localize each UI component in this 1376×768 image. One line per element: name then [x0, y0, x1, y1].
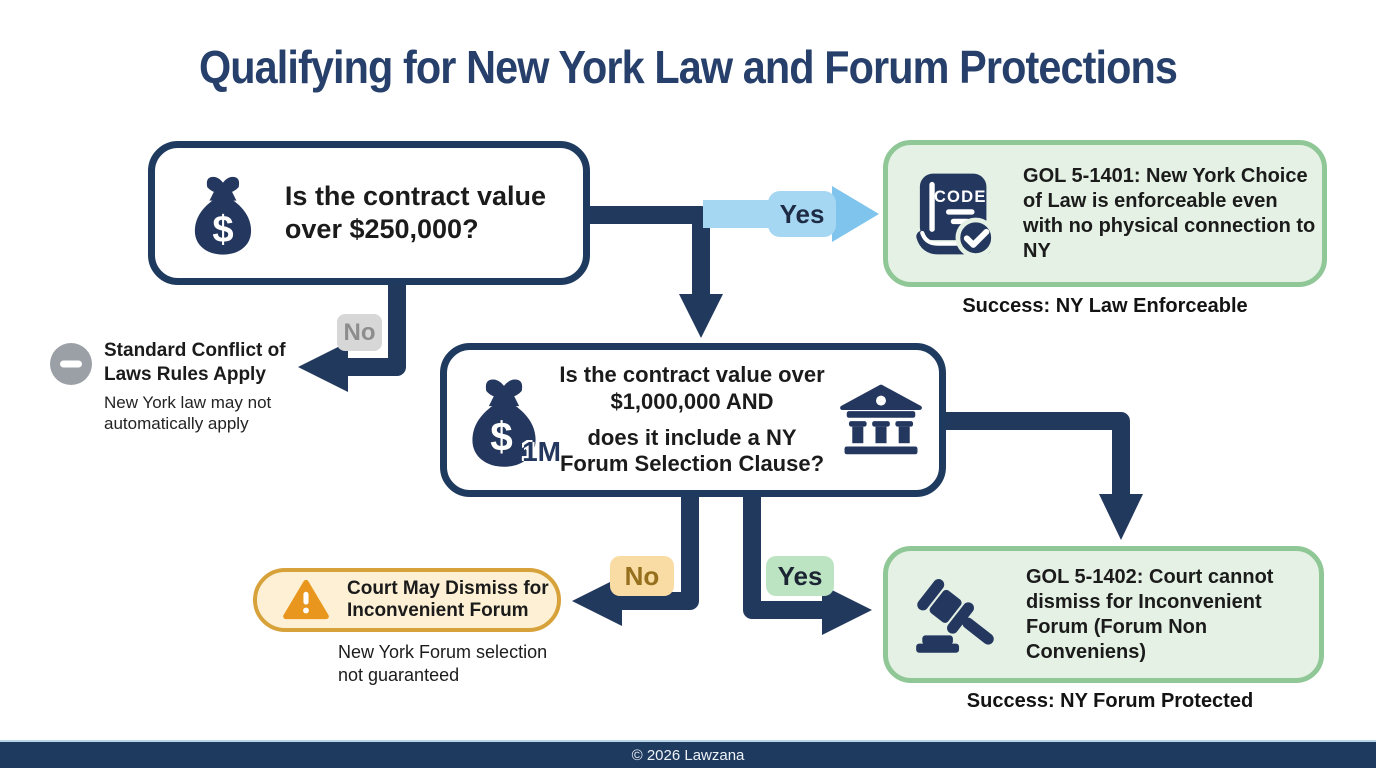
courthouse-bank-icon: [840, 384, 922, 455]
arrowhead-down-green2: [1099, 494, 1143, 540]
outcome-box-gol-5-1401: CODE GOL 5-1401: New York Choice of Law …: [883, 140, 1327, 287]
minus-circle-icon: [49, 342, 93, 386]
conflict-title-line2: Laws Rules Apply: [104, 364, 266, 386]
decision2-question: Is the contract value over $1,000,000 AN…: [551, 362, 833, 478]
gol-5-1402-text: GOL 5-1402: Court cannot dismiss for Inc…: [1026, 565, 1274, 663]
arrowhead-no2: [572, 576, 622, 626]
warning-triangle-icon: [283, 579, 329, 620]
yes-label-1: Yes: [768, 191, 836, 237]
connector-no1: [346, 282, 406, 376]
arrowhead-yes1: [832, 186, 879, 242]
dismiss-sub-line2: not guaranteed: [338, 665, 460, 686]
dismiss-title-line2: Inconvenient Forum: [347, 600, 529, 621]
success-law-label: Success: NY Law Enforceable: [962, 295, 1248, 317]
decision-box-contract-1m-forum: $ 1M Is the contract value over $1,000,0…: [440, 343, 946, 497]
page-title: Qualifying for New York Law and Forum Pr…: [198, 41, 1178, 93]
outcome-box-court-dismiss: Court May Dismiss for Inconvenient Forum: [253, 568, 561, 632]
arrowhead-down-decision2: [679, 294, 723, 338]
standard-conflict-title: Standard Conflict of Laws Rules Apply: [104, 339, 324, 388]
decision1-question: Is the contract value over $250,000?: [284, 181, 547, 244]
conflict-title-line1: Standard Conflict of: [104, 340, 286, 361]
law-code-book-icon: CODE: [916, 173, 996, 258]
gol-5-1401-text: GOL 5-1401: New York Choice of Law is en…: [1023, 164, 1316, 262]
dismiss-title: Court May Dismiss for Inconvenient Forum: [347, 578, 549, 623]
no-label-2: No: [610, 556, 674, 596]
one-million-tag: 1M: [522, 436, 561, 467]
conflict-sub-line2: automatically apply: [104, 414, 249, 434]
success-forum-label: Success: NY Forum Protected: [966, 690, 1254, 712]
no-label-1: No: [337, 314, 382, 351]
dollar-glyph: $: [212, 208, 233, 251]
money-bag-icon: $: [194, 176, 252, 255]
money-bag-1m-icon: $ 1M: [463, 372, 561, 468]
decision2-question-part1: Is the contract value over $1,000,000 AN…: [559, 361, 825, 414]
dollar-glyph: $: [490, 413, 512, 459]
decision-box-contract-250k: $ Is the contract value over $250,000?: [148, 141, 590, 285]
copyright-text: © 2026 Lawzana: [631, 746, 745, 764]
outcome-box-gol-5-1402: GOL 5-1402: Court cannot dismiss for Inc…: [883, 546, 1324, 683]
dismiss-sub-line1: New York Forum selection: [338, 642, 548, 662]
yes-label-2: Yes: [766, 556, 834, 596]
dismiss-title-line1: Court May Dismiss for: [347, 577, 549, 599]
connector-no2: [620, 496, 699, 610]
dismiss-subtitle: New York Forum selection not guaranteed: [338, 641, 578, 688]
footer-bar: © 2026 Lawzana: [0, 740, 1376, 768]
arrowhead-no1: [298, 342, 348, 392]
connector-decision2-right: [940, 412, 1130, 496]
arrowhead-yes2: [822, 585, 872, 635]
conflict-sub-line1: New York law may not: [104, 393, 272, 412]
standard-conflict-subtitle: New York law may not automatically apply: [104, 392, 324, 435]
connector-decision1-down: [586, 206, 710, 296]
check-circle-icon: [955, 217, 996, 258]
gavel-icon: [916, 578, 994, 653]
connector-yes2: [743, 496, 824, 619]
decision2-question-part2: does it include a NY Forum Selection Cla…: [559, 424, 825, 477]
code-badge-text: CODE: [934, 187, 987, 206]
